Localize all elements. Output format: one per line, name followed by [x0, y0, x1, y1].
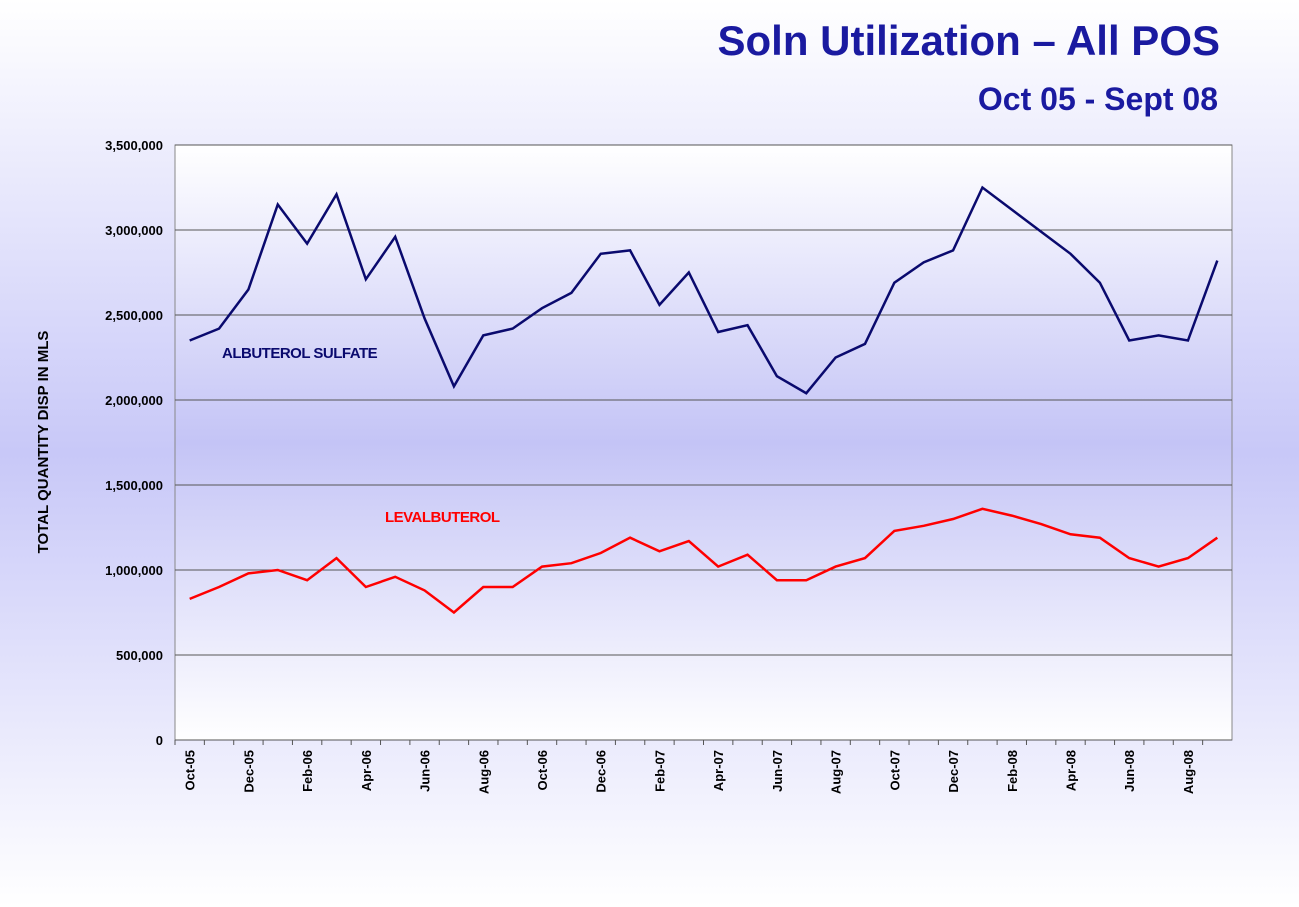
x-tick-label: Oct-06 — [535, 750, 550, 790]
x-tick-label: Apr-07 — [711, 750, 726, 791]
x-tick-label: Aug-07 — [829, 750, 844, 794]
x-tick-label: Dec-05 — [241, 750, 256, 793]
chart-title: Soln Utilization – All POS — [718, 17, 1220, 64]
series-line — [189, 185, 1219, 395]
x-tick-label: Oct-05 — [183, 750, 198, 790]
x-tick-label: Apr-08 — [1064, 750, 1079, 791]
x-tick-label: Feb-08 — [1005, 750, 1020, 792]
y-axis-label: TOTAL QUANTITY DISP IN MLS — [35, 331, 52, 554]
x-tick-label: Dec-07 — [946, 750, 961, 793]
chart-subtitle: Oct 05 - Sept 08 — [978, 81, 1218, 117]
x-tick-label: Aug-08 — [1181, 750, 1196, 794]
y-tick-label: 0 — [156, 733, 163, 748]
y-tick-label: 3,000,000 — [105, 223, 163, 238]
x-tick-label: Oct-07 — [887, 750, 902, 790]
x-tick-label: Apr-06 — [359, 750, 374, 791]
y-tick-label: 3,500,000 — [105, 138, 163, 153]
x-tick-label: Aug-06 — [476, 750, 491, 794]
y-tick-label: 2,000,000 — [105, 393, 163, 408]
x-tick-label: Jun-07 — [770, 750, 785, 792]
y-tick-label: 1,500,000 — [105, 478, 163, 493]
x-tick-label: Jun-08 — [1122, 750, 1137, 792]
plot-area — [174, 144, 1233, 741]
x-tick-label: Dec-06 — [594, 750, 609, 793]
series-line — [189, 507, 1219, 615]
series-label: LEVALBUTEROL — [385, 509, 500, 526]
series-label: ALBUTEROL SULFATE — [222, 345, 378, 362]
y-tick-label: 1,000,000 — [105, 563, 163, 578]
x-tick-label: Feb-07 — [652, 750, 667, 792]
y-tick-label: 2,500,000 — [105, 308, 163, 323]
x-tick-label: Feb-06 — [300, 750, 315, 792]
x-tick-label: Jun-06 — [418, 750, 433, 792]
y-tick-label: 500,000 — [116, 648, 163, 663]
